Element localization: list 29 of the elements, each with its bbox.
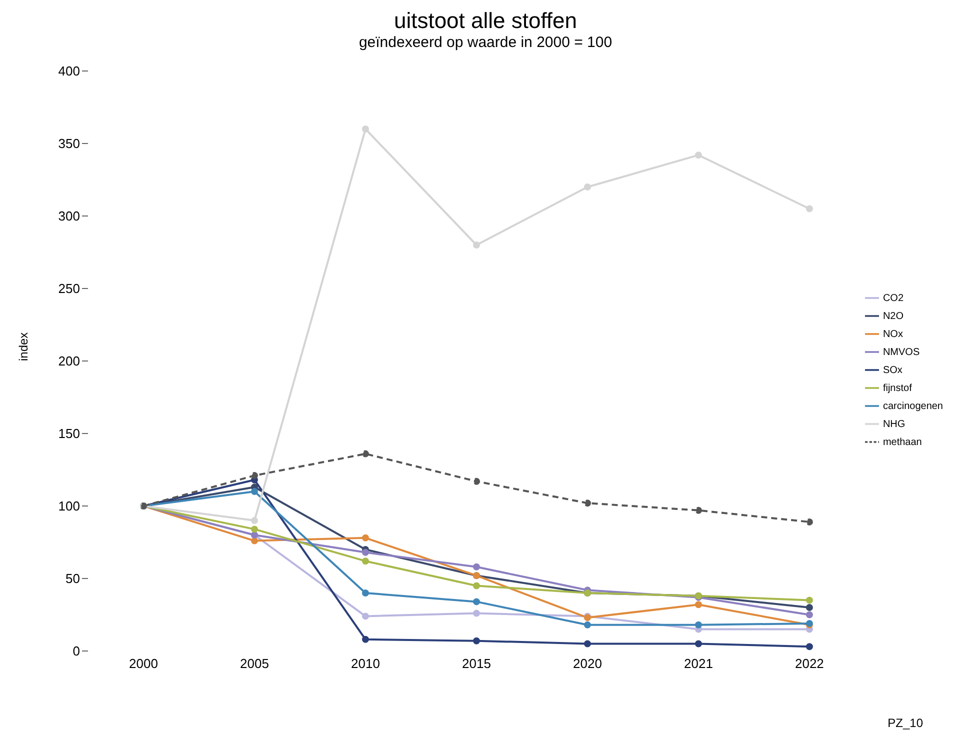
x-tick-label: 2015 [462, 656, 491, 672]
y-tick-label: 250 [58, 281, 80, 296]
legend-label: NHG [882, 419, 906, 430]
legend-label: NMVOS [882, 347, 920, 358]
y-tick-label: 300 [58, 208, 80, 224]
y-axis-title: index [16, 332, 30, 361]
legend-label: SOx [882, 365, 902, 376]
text: PZ_10 [888, 716, 923, 730]
chart-title: uitstoot alle stoffen [392, 8, 578, 34]
y-tick-label: 200 [58, 354, 80, 369]
x-tick-label: 2021 [684, 656, 713, 672]
y-tick-label: 50 [66, 571, 80, 586]
chart-subtitle: geïndexeerd op waarde in 2000 = 100 [358, 34, 614, 51]
legend-label: CO2 [882, 293, 904, 304]
legend-label: NOx [882, 329, 903, 340]
y-tick-label: 400 [58, 64, 80, 79]
legend-label: fijnstof [882, 383, 912, 394]
x-tick-label: 2010 [351, 656, 380, 672]
x-tick-label: 2000 [129, 656, 158, 672]
y-tick-label: 0 [72, 644, 80, 659]
y-tick-label: 100 [58, 498, 80, 514]
legend-label: N2O [882, 311, 904, 322]
y-tick-label: 350 [58, 136, 80, 152]
legend-label: methaan [882, 437, 922, 448]
y-tick-label: 150 [58, 426, 80, 442]
x-tick-label: 2022 [794, 656, 824, 672]
legend-label: carcinogenen [882, 401, 943, 412]
x-tick-label: 2020 [573, 656, 602, 672]
x-tick-label: 2005 [240, 656, 269, 672]
